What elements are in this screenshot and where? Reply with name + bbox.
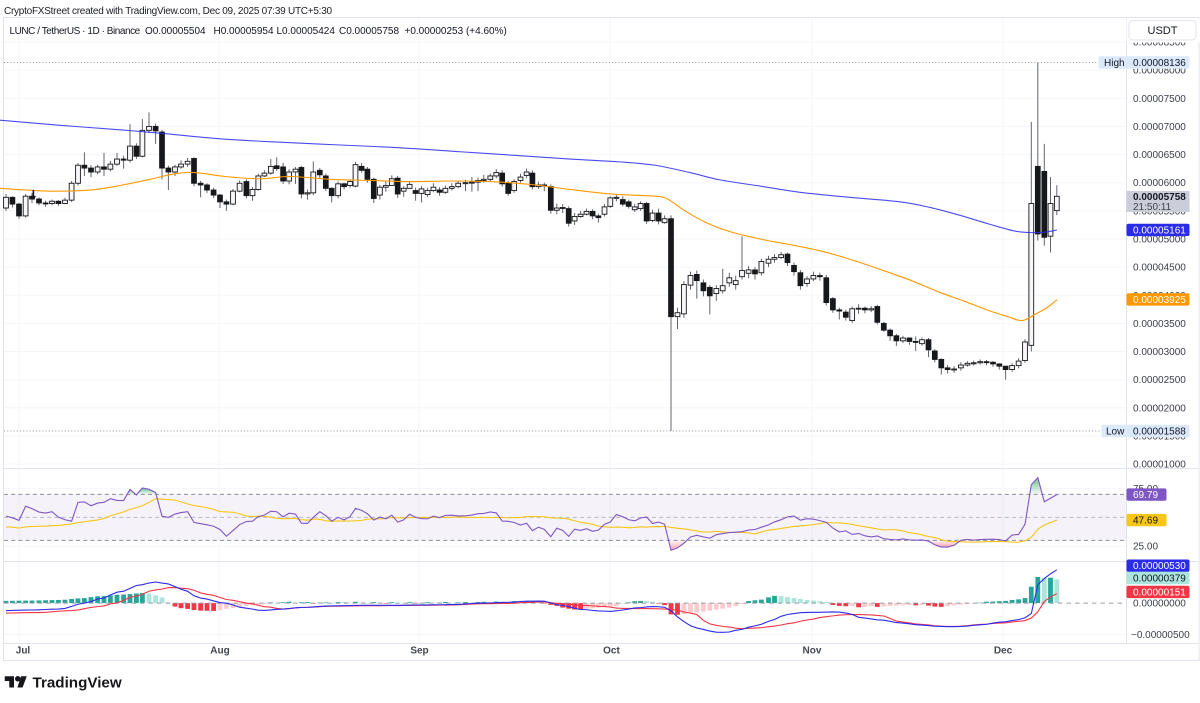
- svg-text:0.00000000: 0.00000000: [1133, 599, 1186, 610]
- svg-text:0.00001588: 0.00001588: [1133, 427, 1186, 438]
- svg-text:0.00003000: 0.00003000: [1133, 347, 1186, 358]
- svg-text:LUNC / TetherUS · 1D · Binance: LUNC / TetherUS · 1D · Binance O0.0000550…: [10, 26, 507, 37]
- svg-text:0.00003925: 0.00003925: [1133, 295, 1186, 306]
- svg-text:0.00005161: 0.00005161: [1133, 225, 1186, 236]
- svg-text:Low: Low: [1106, 427, 1125, 438]
- svg-text:0.00000530: 0.00000530: [1133, 561, 1186, 572]
- svg-text:0.00008136: 0.00008136: [1133, 58, 1186, 69]
- svg-text:0.00004500: 0.00004500: [1133, 263, 1186, 274]
- svg-text:0.00008000: 0.00008000: [1133, 66, 1186, 77]
- svg-text:Aug: Aug: [210, 646, 229, 657]
- svg-text:0.00005000: 0.00005000: [1133, 235, 1186, 246]
- svg-text:0.00003500: 0.00003500: [1133, 319, 1186, 330]
- svg-text:0.00006500: 0.00006500: [1133, 150, 1186, 161]
- svg-text:0.00006000: 0.00006000: [1133, 178, 1186, 189]
- svg-text:69.79: 69.79: [1133, 490, 1158, 501]
- svg-text:Jul: Jul: [16, 646, 31, 657]
- svg-text:Sep: Sep: [410, 646, 428, 657]
- svg-text:25.00: 25.00: [1133, 542, 1158, 553]
- svg-text:0.00002500: 0.00002500: [1133, 375, 1186, 386]
- svg-text:47.69: 47.69: [1133, 516, 1158, 527]
- svg-text:High: High: [1104, 58, 1125, 69]
- svg-text:0.00008500: 0.00008500: [1133, 38, 1186, 49]
- svg-text:−0.00000500: −0.00000500: [1131, 630, 1190, 641]
- svg-text:0.00001000: 0.00001000: [1133, 460, 1186, 471]
- svg-text:0.00000379: 0.00000379: [1133, 574, 1186, 585]
- svg-text:0.00007500: 0.00007500: [1133, 94, 1186, 105]
- svg-text:TradingView: TradingView: [33, 675, 122, 692]
- svg-text:0.00000151: 0.00000151: [1133, 587, 1186, 598]
- svg-text:21:50:11: 21:50:11: [1133, 202, 1172, 213]
- svg-text:0.00002000: 0.00002000: [1133, 403, 1186, 414]
- svg-text:0.00007000: 0.00007000: [1133, 122, 1186, 133]
- svg-text:Oct: Oct: [603, 646, 620, 657]
- svg-text:Nov: Nov: [803, 646, 822, 657]
- svg-text:Dec: Dec: [994, 646, 1013, 657]
- svg-text:USDT: USDT: [1148, 25, 1178, 37]
- svg-text:0.00005758: 0.00005758: [1133, 192, 1186, 203]
- svg-text:CryptoFXStreet created with Tr: CryptoFXStreet created with TradingView.…: [4, 6, 333, 17]
